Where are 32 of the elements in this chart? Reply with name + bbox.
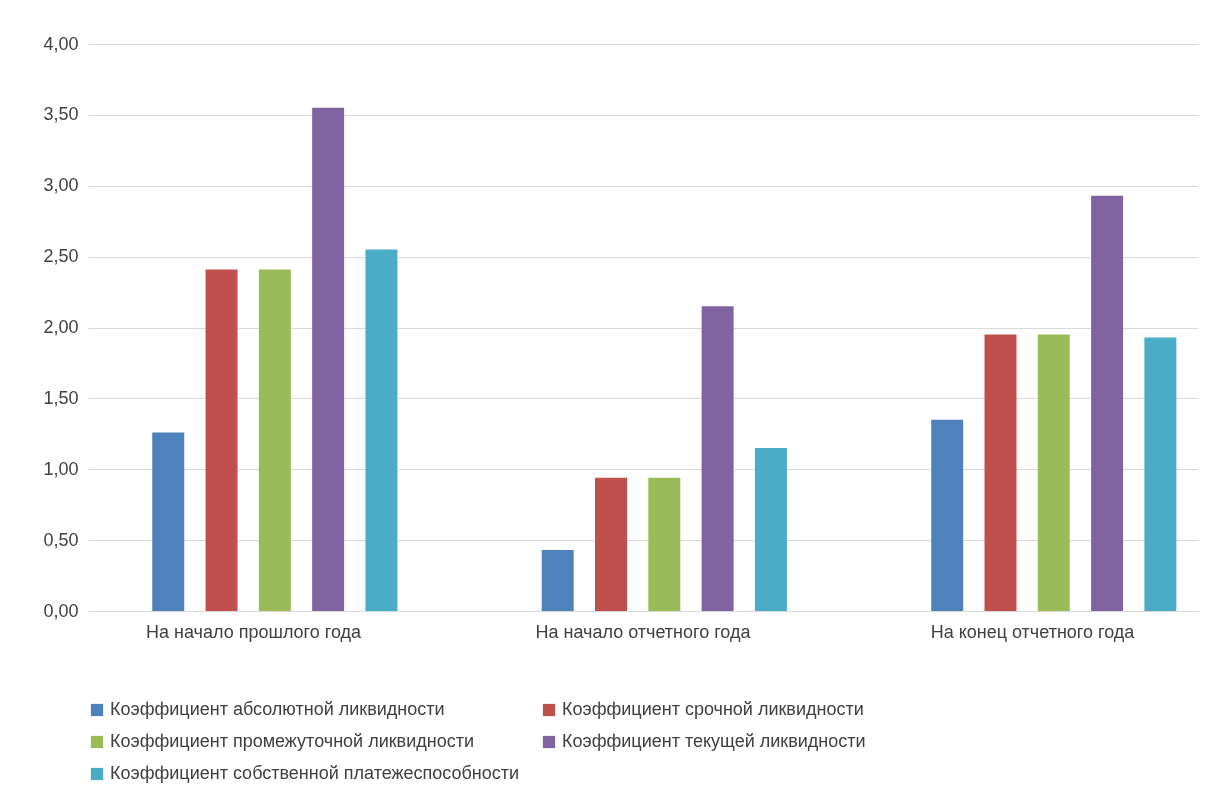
bar — [541, 550, 574, 611]
legend-label: Коэффициент промежуточной ликвидности — [110, 731, 474, 751]
y-tick-label: 3,50 — [43, 104, 79, 125]
y-tick-label: 3,00 — [43, 175, 79, 196]
bar — [312, 107, 345, 611]
bar — [152, 432, 185, 611]
x-tick-label: На начало отчетного года — [535, 621, 752, 642]
legend-label: Коэффициент собственной платежеспособности — [110, 763, 520, 783]
x-tick-label: На конец отчетного года — [930, 621, 1136, 642]
y-tick-label: 1,50 — [43, 387, 79, 408]
bar — [1037, 334, 1070, 611]
bar — [1091, 195, 1124, 611]
y-tick-label: 2,50 — [43, 246, 79, 267]
legend-label: Коэффициент текущей ликвидности — [562, 731, 866, 751]
y-tick-label: 0,50 — [43, 529, 79, 550]
bar — [365, 249, 398, 611]
y-tick-label: 2,00 — [43, 317, 79, 337]
y-tick-label: 0,00 — [43, 600, 79, 621]
bar — [754, 447, 787, 611]
y-tick-label: 4,00 — [43, 33, 79, 54]
bar — [205, 269, 238, 611]
bar — [595, 477, 628, 611]
legend-label: Коэффициент срочной ликвидности — [562, 699, 864, 719]
bar — [1144, 337, 1177, 611]
bar — [258, 269, 291, 611]
x-tick-label: На начало прошлого года — [145, 621, 363, 642]
bar — [931, 419, 964, 611]
bar — [701, 306, 734, 611]
bar — [984, 334, 1017, 611]
bar — [648, 477, 681, 611]
legend-label: Коэффициент абсолютной ликвидности — [110, 699, 445, 719]
y-tick-label: 1,00 — [43, 458, 79, 479]
